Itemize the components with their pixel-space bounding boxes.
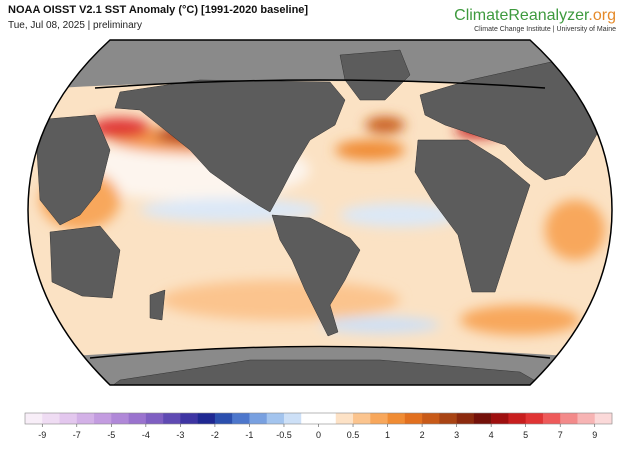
colorbar-label: -0.5 [276,430,292,440]
colorbar: -9 -7 -5 -4 -3 -2 -1 -0.5 0 0.5 1 2 3 4 5 7 9 [24,412,613,440]
colorbar-label: 9 [592,430,597,440]
map [28,40,612,385]
logo-name: ClimateReanalyzer [454,7,590,24]
colorbar-label: 0.5 [347,430,360,440]
colorbar-swatch [594,413,613,424]
colorbar-label: 3 [454,430,459,440]
colorbar-swatch [59,413,78,424]
title: NOAA OISST V2.1 SST Anomaly (°C) [1991-2… [8,4,308,16]
colorbar-swatch [525,413,544,424]
colorbar-swatch [422,413,440,424]
colorbar-swatch [387,413,406,424]
colorbar-label: -4 [142,430,150,440]
map-outline [27,39,613,386]
colorbar-swatch [197,413,216,424]
subtitle: Tue, Jul 08, 2025 | preliminary [8,20,142,31]
colorbar-swatch [560,413,578,424]
colorbar-label: -1 [245,430,253,440]
colorbar-swatch [542,413,561,424]
colorbar-swatch [163,413,181,424]
logo: ClimateReanalyzer.org [454,7,616,24]
colorbar-swatch [76,413,95,424]
colorbar-swatch [266,413,285,424]
colorbar-swatch [128,413,147,424]
colorbar-swatch [508,413,526,424]
colorbar-swatch [318,413,337,424]
colorbar-label: 7 [558,430,563,440]
colorbar-swatch [214,413,233,424]
antarctic-line [89,345,551,359]
colorbar-swatch [232,413,250,424]
colorbar-swatch [180,413,198,424]
colorbar-swatch [353,413,371,424]
colorbar-swatch [491,413,509,424]
arctic [28,40,612,90]
colorbar-label: 2 [420,430,425,440]
colorbar-swatch [111,413,129,424]
colorbar-swatch [456,413,475,424]
colorbar-label: 5 [523,430,528,440]
colorbar-swatch [283,413,302,424]
colorbar-swatch [473,413,492,424]
logo-tagline: Climate Change Institute | University of… [474,26,616,33]
colorbar-label: -7 [73,430,81,440]
land [34,49,606,385]
colorbar-swatch [145,413,164,424]
colorbar-label: -9 [38,430,46,440]
colorbar-swatch [439,413,457,424]
colorbar-label: 1 [385,430,390,440]
colorbar-swatch [577,413,596,424]
colorbar-label: -2 [211,430,219,440]
colorbar-label: -3 [176,430,184,440]
colorbar-swatch [301,413,319,424]
logo-suffix: .org [588,7,616,24]
colorbar-label: 4 [489,430,494,440]
arctic-line [94,79,546,89]
colorbar-label: -5 [107,430,115,440]
colorbar-swatch [404,413,423,424]
colorbar-label: 0 [316,430,321,440]
colorbar-swatch [42,413,60,424]
colorbar-swatch [370,413,388,424]
colorbar-swatch [335,413,354,424]
colorbar-swatch [94,413,112,424]
colorbar-swatch [25,413,43,424]
colorbar-swatch [249,413,268,424]
